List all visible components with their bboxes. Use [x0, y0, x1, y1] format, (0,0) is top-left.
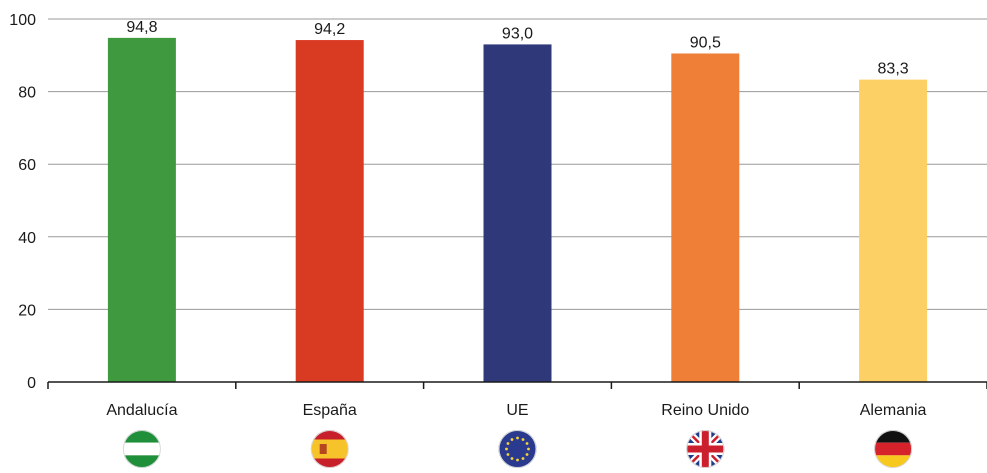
data-label: 94,2	[314, 21, 345, 38]
y-tick-label: 20	[18, 302, 36, 319]
y-tick-label: 100	[9, 12, 36, 29]
bar	[671, 53, 740, 383]
y-tick-label: 80	[18, 85, 36, 102]
data-label: 94,8	[126, 19, 157, 36]
uk-flag-icon	[686, 430, 725, 468]
y-tick-label: 40	[18, 230, 36, 247]
x-tick-label: Alemania	[860, 402, 927, 419]
data-label: 90,5	[690, 34, 721, 51]
x-tick-label: España	[303, 402, 357, 419]
x-tick-label: Reino Unido	[661, 402, 749, 419]
data-label: 93,0	[502, 25, 533, 42]
bar	[107, 37, 176, 382]
bar	[295, 40, 364, 382]
x-tick-label: Andalucía	[106, 402, 177, 419]
spain-flag-icon	[310, 430, 349, 468]
y-tick-label: 0	[27, 375, 36, 392]
data-label: 83,3	[878, 61, 909, 78]
bar	[859, 79, 928, 382]
eu-flag-icon	[498, 430, 537, 468]
bar	[483, 44, 552, 382]
y-tick-label: 60	[18, 157, 36, 174]
x-tick-label: UE	[506, 402, 528, 419]
